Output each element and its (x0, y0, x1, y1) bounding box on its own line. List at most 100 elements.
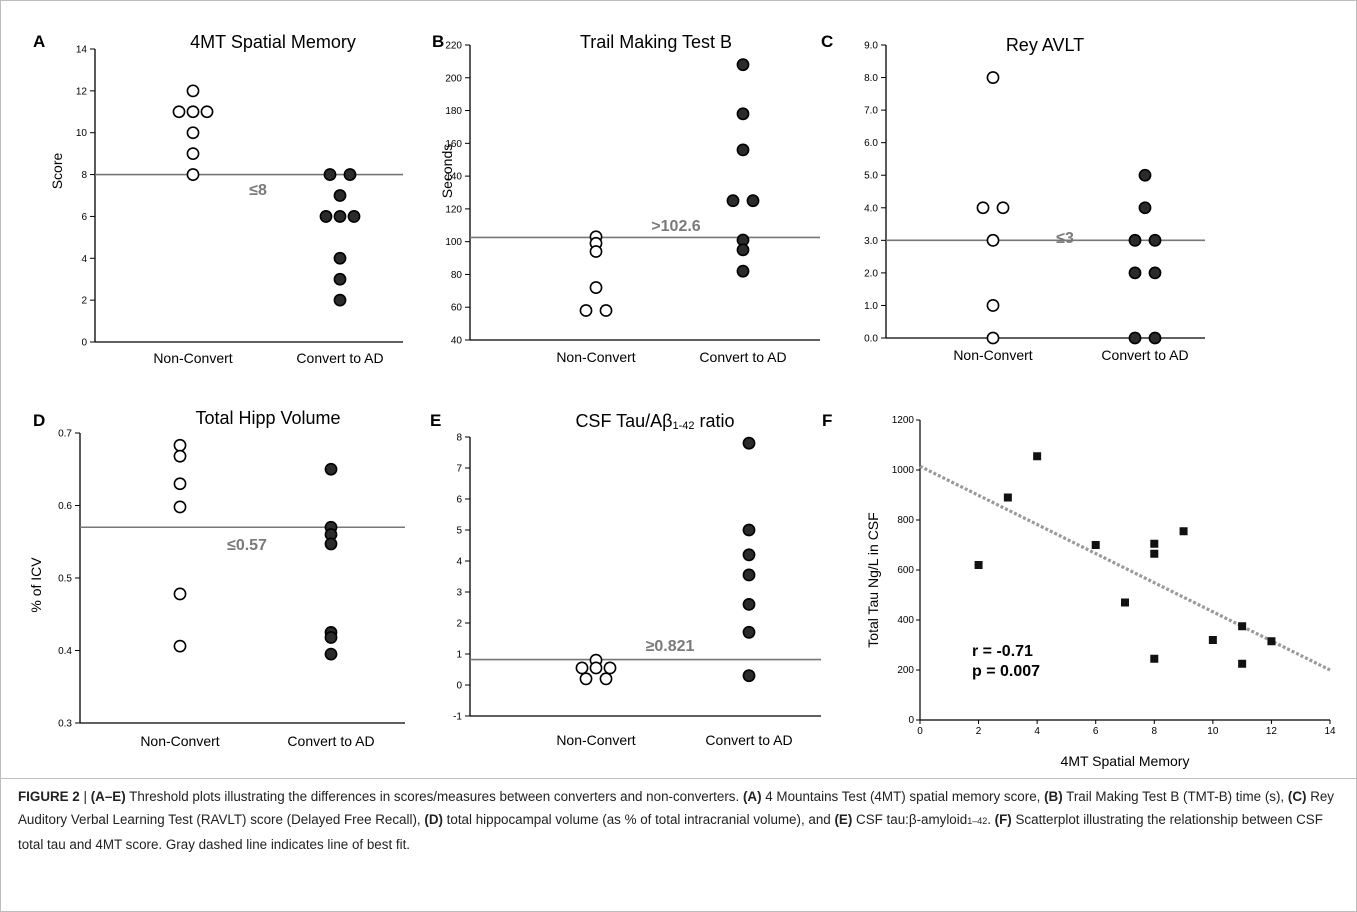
figure-canvas: A 4MT Spatial Memory02468101214Score≤8Non… (28, 32, 1336, 769)
scatter-point (1003, 493, 1012, 502)
panel-letter-D: D (33, 411, 45, 430)
y-tick-label: 5.0 (864, 171, 878, 182)
data-point-nonconvert (579, 672, 593, 686)
y-tick-label: 160 (445, 139, 462, 150)
y-tick-label: 80 (451, 270, 463, 281)
data-point-convert (324, 631, 338, 644)
data-point-convert (736, 107, 750, 121)
data-point-nonconvert (173, 477, 187, 491)
y-tick-label: 2.0 (864, 268, 878, 279)
y-tick-label: 200 (445, 73, 462, 84)
scatter-point (1150, 654, 1159, 663)
y-tick-label: 6 (456, 495, 462, 506)
y-tick-label: 60 (451, 303, 463, 314)
data-point-convert (323, 168, 337, 181)
data-point-convert (742, 625, 756, 639)
panel-title: Total Hipp Volume (195, 408, 340, 428)
caption-segment: (C) (1287, 789, 1307, 804)
x-tick-label: 8 (1152, 726, 1158, 737)
data-point-convert (726, 194, 740, 208)
threshold-label: ≤3 (1056, 230, 1074, 247)
x-tick-label: 0 (917, 726, 923, 737)
y-tick-label: 8 (81, 170, 87, 181)
stat-r: r = -0.71 (972, 643, 1033, 660)
data-point-nonconvert (986, 233, 1000, 247)
panel-letter-A: A (33, 32, 45, 51)
y-tick-label: 1.0 (864, 301, 878, 312)
panel-letter-E: E (430, 411, 441, 430)
category-label: Convert to AD (699, 349, 786, 365)
x-tick-label: 12 (1266, 726, 1278, 737)
data-point-nonconvert (599, 672, 613, 686)
data-point-nonconvert (575, 661, 589, 675)
data-point-convert (324, 647, 338, 661)
y-tick-label: 8 (456, 433, 462, 444)
data-point-convert (742, 436, 756, 450)
data-point-convert (1138, 168, 1152, 182)
y-tick-label: 220 (445, 41, 462, 52)
data-point-convert (742, 548, 756, 562)
threshold-label: ≥0.821 (646, 638, 695, 655)
y-tick-label: 4.0 (864, 203, 878, 214)
caption-segment: CSF tau:β-amyloid (852, 812, 968, 827)
data-point-convert (324, 537, 338, 551)
caption-segment: (B) (1044, 789, 1063, 804)
y-tick-label: 14 (76, 45, 88, 56)
y-tick-label: 0 (81, 338, 87, 349)
y-tick-label: 10 (76, 128, 88, 139)
data-point-convert (742, 568, 756, 582)
scatter-point (1150, 549, 1159, 558)
panel-title-suffix: ratio (695, 411, 735, 431)
scatter-point (1179, 527, 1188, 536)
scatter-point (1150, 539, 1159, 548)
caption-segment: Threshold plots illustrating the differe… (125, 789, 743, 804)
scatter-point (1033, 452, 1042, 461)
category-label: Convert to AD (296, 350, 383, 366)
data-point-nonconvert (579, 304, 593, 317)
y-tick-label: 2 (81, 296, 87, 307)
y-tick-label: 9.0 (864, 41, 878, 52)
data-point-nonconvert (186, 147, 200, 161)
caption-segment: (A–E) (90, 789, 126, 804)
data-point-nonconvert (173, 438, 187, 452)
y-tick-label: 1 (456, 650, 462, 661)
panel-title: 4MT Spatial Memory (190, 32, 356, 52)
data-point-convert (333, 251, 347, 265)
caption-segment: Trail Making Test B (TMT-B) time (s), (1062, 789, 1288, 804)
y-tick-label: 0 (456, 681, 462, 692)
data-point-convert (742, 523, 756, 537)
scatter-point (974, 561, 983, 569)
caption-segment: total hippocampal volume (as % of total … (442, 812, 835, 827)
category-label: Non-Convert (556, 732, 635, 748)
caption-segment: Scatterplot illustrating the relationshi… (18, 812, 1323, 852)
category-label: Convert to AD (1101, 347, 1188, 363)
data-point-nonconvert (986, 299, 1000, 312)
y-tick-label: 0.6 (58, 501, 72, 512)
data-point-nonconvert (589, 661, 603, 675)
data-point-convert (736, 243, 750, 257)
y-tick-label: 140 (445, 172, 462, 183)
data-point-nonconvert (599, 304, 613, 317)
y-tick-label: 4 (456, 557, 462, 568)
panel-title: CSF Tau/Aβ1-42 ratio (575, 411, 734, 432)
y-tick-label: 5 (456, 526, 462, 537)
y-tick-label: 0 (908, 715, 914, 726)
data-point-convert (1148, 233, 1162, 247)
panel-title-subscript: 1-42 (673, 420, 695, 432)
y-tick-label: 7.0 (864, 106, 878, 117)
data-point-convert (736, 143, 750, 157)
data-point-nonconvert (589, 245, 603, 258)
caption-segment: Rey Auditory Verbal Learning Test (RAVLT… (18, 789, 1335, 827)
scatter-point (1238, 622, 1247, 631)
caption-segment: (D) (424, 812, 443, 827)
y-tick-label: 0.7 (58, 429, 72, 440)
y-tick-label: 40 (451, 336, 463, 347)
y-tick-label: 3.0 (864, 236, 878, 247)
data-point-nonconvert (173, 587, 187, 601)
y-tick-label: 2 (456, 619, 462, 630)
data-point-convert (333, 293, 347, 307)
caption-divider (0, 778, 1357, 779)
caption-separator: | (79, 789, 91, 804)
threshold-label: ≤8 (249, 182, 267, 199)
data-point-convert (746, 194, 760, 208)
